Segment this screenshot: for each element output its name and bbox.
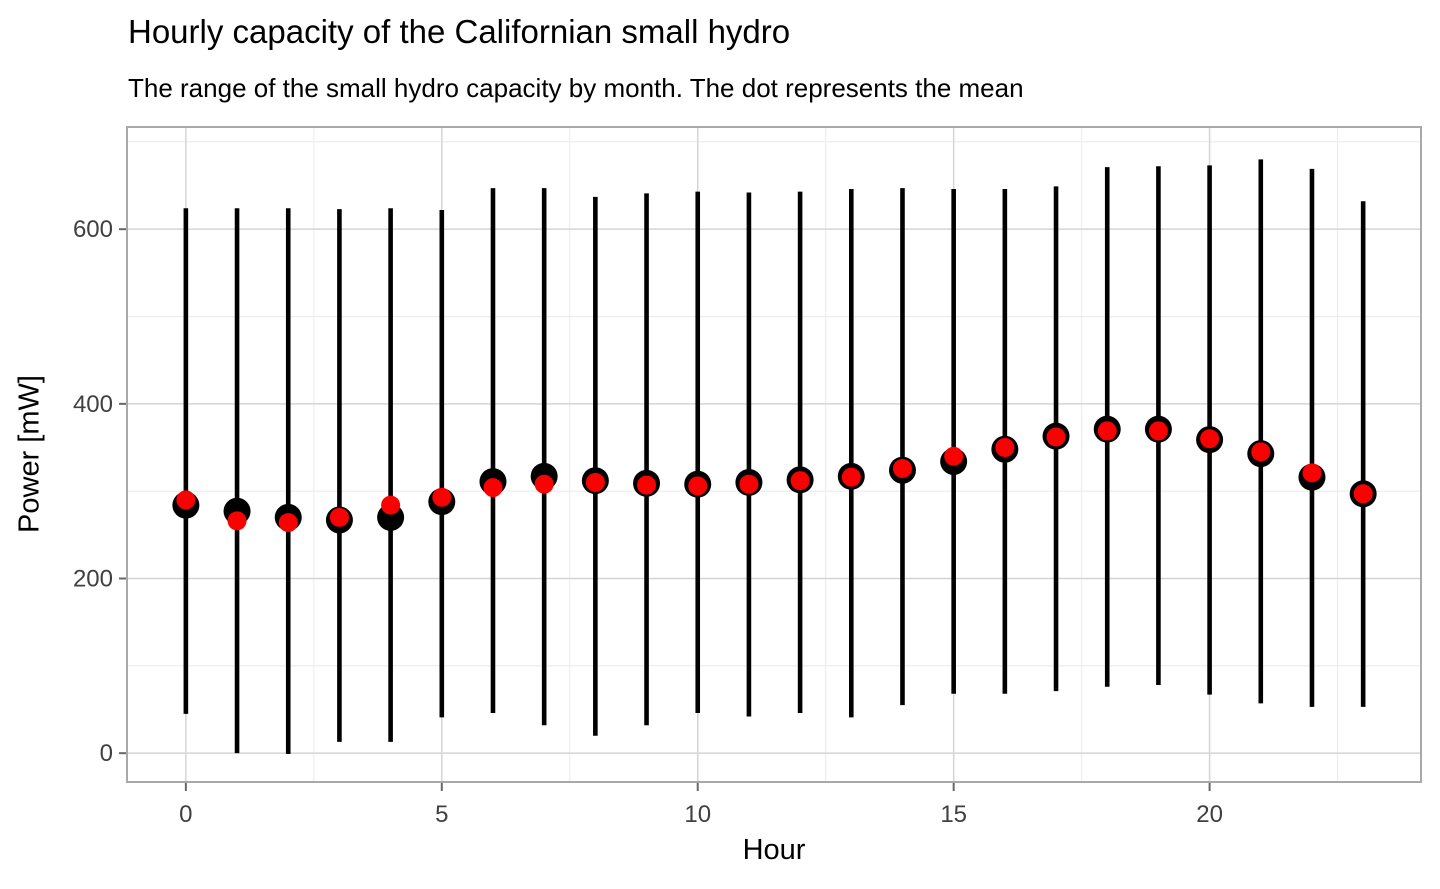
axis-ticks (119, 228, 1211, 791)
mean-dot-red-hour-17 (1046, 427, 1066, 447)
x-tick-label-5: 5 (435, 801, 448, 828)
x-tick-label-10: 10 (684, 801, 711, 828)
mean-dots-black (172, 415, 1377, 534)
mean-dot-red-hour-5 (432, 487, 452, 507)
x-tick-label-0: 0 (179, 801, 192, 828)
mean-dot-red-hour-9 (637, 475, 657, 495)
mean-dot-red-hour-20 (1200, 429, 1220, 449)
mean-dot-red-hour-12 (790, 471, 810, 491)
mean-dot-red-hour-23 (1353, 484, 1373, 504)
chart-subtitle: The range of the small hydro capacity by… (128, 73, 1024, 103)
mean-dot-red-hour-2 (278, 513, 298, 533)
panel-border (126, 126, 1422, 783)
mean-dot-red-hour-22 (1302, 463, 1322, 483)
range-bars (183, 159, 1366, 755)
mean-dot-red-hour-8 (585, 472, 605, 492)
mean-dot-red-hour-15 (944, 446, 964, 466)
mean-dot-red-hour-6 (483, 478, 503, 498)
mean-dot-red-hour-3 (329, 507, 349, 527)
mean-dot-red-hour-13 (841, 467, 861, 487)
mean-dot-red-hour-18 (1097, 421, 1117, 441)
y-tick-label-200: 200 (73, 566, 113, 593)
mean-dot-red-hour-11 (739, 474, 759, 494)
mean-dot-red-hour-1 (227, 511, 247, 531)
chart-title: Hourly capacity of the Californian small… (128, 13, 791, 50)
x-tick-label-20: 20 (1196, 801, 1223, 828)
mean-dot-red-hour-7 (534, 474, 554, 494)
x-tick-label-15: 15 (940, 801, 967, 828)
grid-minor (127, 127, 1421, 782)
mean-dots-red (176, 421, 1373, 533)
mean-dot-red-hour-10 (688, 476, 708, 496)
y-tick-label-0: 0 (100, 740, 113, 767)
mean-dot-red-hour-0 (176, 490, 196, 510)
mean-dot-red-hour-14 (892, 458, 912, 478)
x-axis-title: Hour (742, 834, 806, 866)
y-tick-label-400: 400 (73, 391, 113, 418)
mean-dot-red-hour-4 (381, 495, 401, 515)
mean-dot-red-hour-16 (995, 438, 1015, 458)
mean-dot-red-hour-19 (1148, 421, 1168, 441)
y-axis-title: Power [mW] (13, 375, 46, 533)
grid-major (127, 127, 1421, 782)
mean-dot-red-hour-21 (1251, 442, 1271, 462)
y-tick-label-600: 600 (73, 216, 113, 243)
